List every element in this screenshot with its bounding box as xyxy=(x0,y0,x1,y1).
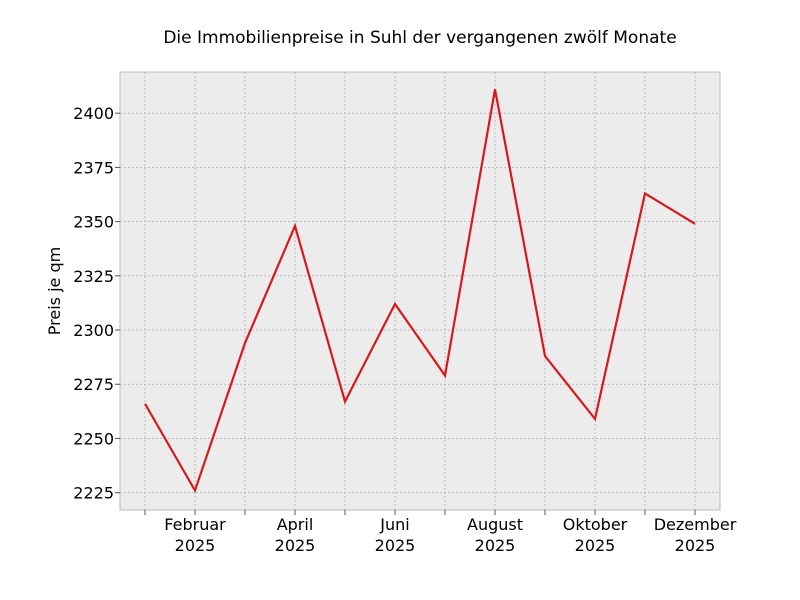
y-tick-label: 2275 xyxy=(73,375,114,394)
x-tick-label-year: 2025 xyxy=(375,536,416,555)
y-tick-label: 2375 xyxy=(73,158,114,177)
y-tick-label: 2250 xyxy=(73,429,114,448)
chart-title: Die Immobilienpreise in Suhl der vergang… xyxy=(163,28,676,48)
x-tick-label: Juni xyxy=(379,515,409,534)
y-axis: 2225 2250 2275 2300 2325 2350 2375 2400 xyxy=(73,104,120,503)
x-tick-label-year: 2025 xyxy=(675,536,716,555)
series-line xyxy=(144,89,696,494)
x-tick-label: Februar xyxy=(164,515,226,534)
x-tick-label: Dezember xyxy=(654,515,737,534)
plot-area xyxy=(119,71,721,511)
grid xyxy=(120,72,720,510)
y-tick-label: 2350 xyxy=(73,213,114,232)
x-tick-label: April xyxy=(277,515,314,534)
x-tick-label-year: 2025 xyxy=(175,536,216,555)
x-axis: Februar 2025 April 2025 Juni 2025 August 2025 Ok… xyxy=(144,510,737,555)
y-axis-label: Preis je qm xyxy=(45,247,64,335)
y-tick-label: 2300 xyxy=(73,321,114,340)
y-tick-label: 2325 xyxy=(73,267,114,286)
y-tick-label: 2400 xyxy=(73,104,114,123)
x-tick-label-year: 2025 xyxy=(275,536,316,555)
x-tick-label: Oktober xyxy=(563,515,628,534)
x-tick-label: August xyxy=(467,515,523,534)
series xyxy=(144,89,696,494)
x-tick-label-year: 2025 xyxy=(475,536,516,555)
x-tick-label-year: 2025 xyxy=(575,536,616,555)
y-tick-label: 2225 xyxy=(73,484,114,503)
